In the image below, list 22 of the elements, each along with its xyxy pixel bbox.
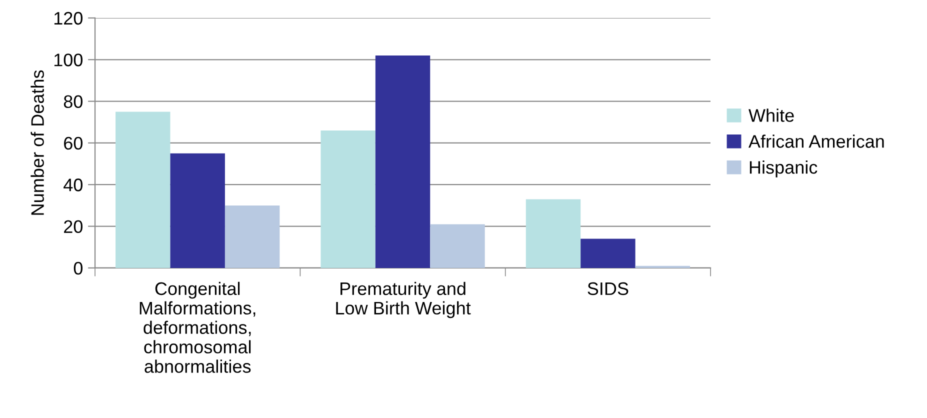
- bar: [375, 55, 430, 268]
- y-tick-label: 60: [64, 136, 83, 150]
- bar: [320, 130, 376, 268]
- x-tick-label: Prematurity and Low Birth Weight: [336, 282, 471, 318]
- y-tick-label: 0: [74, 262, 83, 275]
- y-tick-label: 100: [54, 54, 83, 66]
- legend-label: White: [748, 108, 794, 122]
- y-tick-label: 80: [64, 95, 83, 108]
- bar: [224, 205, 280, 268]
- y-axis-title: Number of Deaths: [30, 70, 44, 215]
- x-tick-label: Congenital Malformations, deformations, chromosomal abnormalities: [140, 282, 256, 373]
- legend-label: African American: [748, 134, 884, 148]
- y-tick-label: 20: [64, 220, 83, 233]
- bar: [116, 112, 170, 268]
- y-tick-label: 40: [64, 178, 83, 192]
- y-tick-label: 120: [54, 12, 83, 25]
- legend-label: Hispanic: [750, 160, 818, 178]
- x-tick-label: SIDS: [588, 282, 628, 296]
- bar: [526, 199, 581, 268]
- bar: [170, 153, 225, 268]
- bar: [580, 238, 636, 268]
- bar: [430, 224, 485, 268]
